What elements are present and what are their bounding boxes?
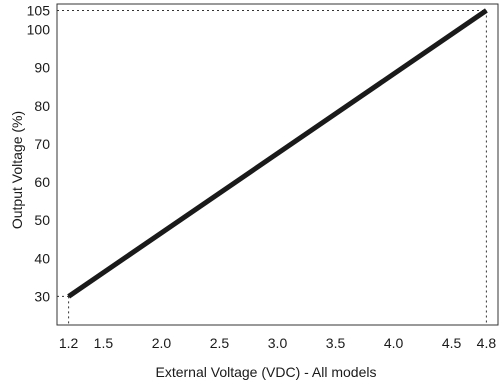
x-tick-label: 3.5: [326, 335, 346, 351]
x-tick-labels: 1.2 1.5 2.0 2.5 3.0 3.5 4.0 4.5 4.8: [59, 335, 496, 351]
y-tick-label: 80: [34, 98, 50, 114]
series-group: [67, 8, 488, 299]
x-tick-label: 2.0: [152, 335, 172, 351]
x-tick-label: 1.5: [94, 335, 114, 351]
y-tick-label: 105: [27, 2, 51, 18]
x-tick-label: 4.8: [477, 335, 497, 351]
plot-frame-group: [56, 3, 499, 326]
y-tick-label: 60: [34, 174, 50, 190]
x-tick-label: 2.5: [210, 335, 230, 351]
y-tick-label: 90: [34, 60, 50, 76]
x-tick-label: 1.2: [59, 335, 79, 351]
y-tick-label: 30: [34, 288, 50, 304]
x-tick-label: 3.0: [268, 335, 288, 351]
x-tick-label: 4.0: [384, 335, 404, 351]
y-tick-label: 50: [34, 212, 50, 228]
y-tick-label: 100: [27, 22, 51, 38]
x-tick-label: 4.5: [442, 335, 462, 351]
x-axis-title: External Voltage (VDC) - All models: [156, 364, 377, 380]
y-tick-label: 40: [34, 250, 50, 266]
y-tick-label: 70: [34, 136, 50, 152]
plot-frame: [56, 3, 499, 326]
series-line-0: [67, 8, 488, 299]
y-tick-labels: 30 40 50 60 70 80 90 100 105: [27, 2, 51, 304]
y-axis-title: Output Voltage (%): [9, 111, 25, 229]
reference-lines: [57, 9, 487, 325]
